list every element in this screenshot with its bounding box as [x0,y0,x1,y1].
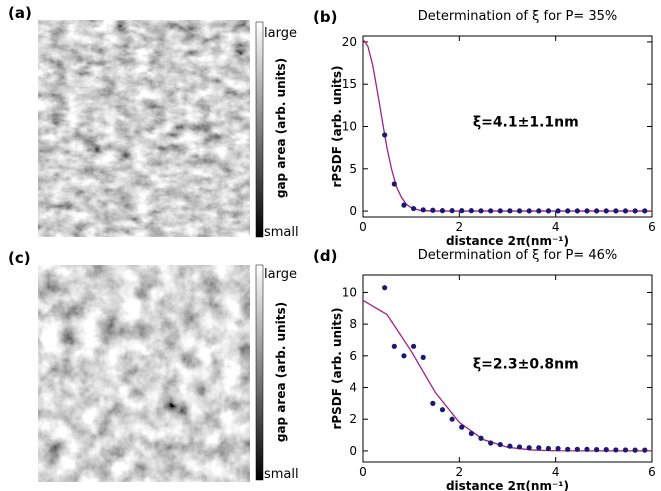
data-point [642,208,647,213]
data-point [430,401,435,406]
data-point [623,447,628,452]
y-tick-label: 5 [349,162,357,176]
colorbar-max: large [264,26,297,41]
data-point [459,425,464,430]
data-point [546,208,551,213]
data-point [565,447,570,452]
x-tick-label: 2 [456,465,464,479]
y-tick-label: 0 [349,444,357,458]
data-point [392,181,397,186]
data-point [536,208,541,213]
colorbar-label: gap area (arb. units) [274,58,288,198]
data-point [392,344,397,349]
data-point [527,445,532,450]
annotation: ξ=4.1±1.1nm [473,115,579,131]
data-point [507,208,512,213]
data-point [604,208,609,213]
x-tick-label: 0 [359,465,367,479]
y-tick-label: 10 [342,120,357,134]
y-tick-label: 4 [349,381,357,395]
data-point [613,447,618,452]
y-tick-label: 6 [349,349,357,363]
data-point [498,442,503,447]
data-point [421,207,426,212]
x-tick-label: 0 [359,220,367,234]
data-point [623,208,628,213]
data-point [459,208,464,213]
panel-label: (a) [8,4,32,22]
y-tick-label: 8 [349,317,357,331]
data-point [527,208,532,213]
panel-label: (c) [8,249,31,267]
data-point [507,444,512,449]
gap-map-image [38,20,250,237]
data-point [411,206,416,211]
data-point [440,208,445,213]
data-point [546,446,551,451]
x-axis-label: distance 2π(nm⁻¹) [446,479,569,491]
y-tick-label: 15 [342,77,357,91]
data-point [555,446,560,451]
x-tick-label: 4 [552,220,560,234]
y-tick-label: 20 [342,35,357,49]
y-axis-label: rPSDF (arb. units) [330,307,344,429]
y-axis-label: rPSDF (arb. units) [330,65,344,187]
x-tick-label: 2 [456,220,464,234]
data-point [382,132,387,137]
data-point [382,285,387,290]
colorbar [256,22,263,237]
colorbar [256,265,263,480]
data-point [411,344,416,349]
data-point [517,208,522,213]
figure: (a) large small gap area (arb. units) (c… [0,0,661,491]
data-point [633,208,638,213]
data-point [478,208,483,213]
data-point [555,208,560,213]
x-tick-label: 6 [648,220,656,234]
data-point [517,444,522,449]
data-point [613,208,618,213]
colorbar-min: small [264,225,299,240]
data-point [633,448,638,453]
x-tick-label: 4 [552,465,560,479]
data-point [488,440,493,445]
data-point [536,445,541,450]
gap-map-image [38,265,250,482]
chart-title: Determination of ξ for P= 35% [418,9,618,24]
panel-label: (b) [313,8,337,26]
data-point [604,447,609,452]
data-point [450,208,455,213]
data-point [594,447,599,452]
colorbar-max: large [264,267,297,282]
data-point [575,208,580,213]
data-point [565,208,570,213]
data-point [469,431,474,436]
x-axis-label: distance 2π(nm⁻¹) [446,234,569,248]
data-point [401,203,406,208]
colorbar-min: small [264,467,299,482]
data-point [488,208,493,213]
data-point [421,355,426,360]
chart-title: Determination of ξ for P= 46% [418,248,618,263]
data-point [594,208,599,213]
x-tick-label: 6 [648,465,656,479]
y-tick-label: 2 [349,412,357,426]
data-point [440,407,445,412]
y-tick-label: 0 [349,204,357,218]
colorbar-label: gap area (arb. units) [274,302,288,442]
data-point [478,436,483,441]
data-point [469,208,474,213]
data-point [642,448,647,453]
annotation: ξ=2.3±0.8nm [473,357,579,373]
data-point [450,417,455,422]
data-point [584,447,589,452]
y-tick-label: 10 [342,285,357,299]
data-point [584,208,589,213]
data-point [430,208,435,213]
panel-label: (d) [313,247,337,265]
data-point [575,447,580,452]
data-point [401,353,406,358]
data-point [498,208,503,213]
fit-line [363,300,652,451]
